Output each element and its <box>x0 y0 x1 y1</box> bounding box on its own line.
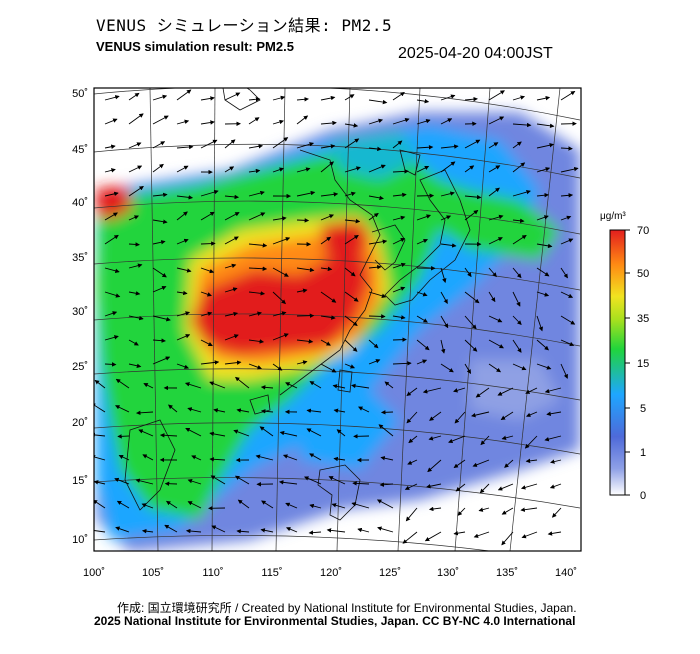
lon-tick: 140˚ <box>555 567 577 579</box>
lon-tick: 100˚ <box>83 567 105 579</box>
colorbar-tick: 1 <box>640 447 646 459</box>
lon-tick: 115˚ <box>261 567 282 579</box>
wind-arrow <box>297 220 308 221</box>
lon-tick: 130˚ <box>437 567 459 579</box>
wind-arrow <box>382 412 393 413</box>
lat-tick: 30˚ <box>72 306 88 318</box>
lat-tick: 15˚ <box>72 475 88 487</box>
lat-tick: 35˚ <box>72 252 88 264</box>
lon-axis: 100˚ 105˚ 110˚ 115˚ 120˚ 125˚ 130˚ 135˚ … <box>83 567 577 579</box>
credit-line-2: 2025 National Institute for Environmenta… <box>94 614 575 628</box>
lon-tick: 125˚ <box>379 567 401 579</box>
wind-arrow <box>201 243 215 244</box>
lon-tick: 135˚ <box>496 567 518 579</box>
lat-tick: 50˚ <box>72 88 88 100</box>
colorbar-tick: 0 <box>640 490 646 502</box>
wind-arrow <box>393 340 406 341</box>
lat-axis: 50˚ 45˚ 40˚ 35˚ 30˚ 25˚ 20˚ 15˚ 10˚ <box>72 88 88 546</box>
colorbar-tick: 5 <box>640 403 646 415</box>
colorbar-tick: 50 <box>637 268 649 280</box>
wind-arrow <box>369 316 385 317</box>
lon-tick: 105˚ <box>142 567 164 579</box>
colorbar: 70 50 35 15 5 1 0 <box>610 225 649 502</box>
wind-arrow <box>105 364 116 365</box>
lat-tick: 20˚ <box>72 417 88 429</box>
lon-tick: 110˚ <box>202 567 223 579</box>
wind-arrow <box>118 436 129 437</box>
colorbar-unit: μg/m³ <box>600 211 626 222</box>
colorbar-tick: 70 <box>637 225 649 237</box>
lat-tick: 40˚ <box>72 197 88 209</box>
lat-tick: 25˚ <box>72 361 88 373</box>
lat-tick: 10˚ <box>72 534 88 546</box>
lat-tick: 45˚ <box>72 144 88 156</box>
colorbar-tick: 35 <box>637 313 649 325</box>
lon-tick: 120˚ <box>320 567 342 579</box>
colorbar-scale <box>610 230 625 495</box>
colorbar-tick: 15 <box>637 358 649 370</box>
